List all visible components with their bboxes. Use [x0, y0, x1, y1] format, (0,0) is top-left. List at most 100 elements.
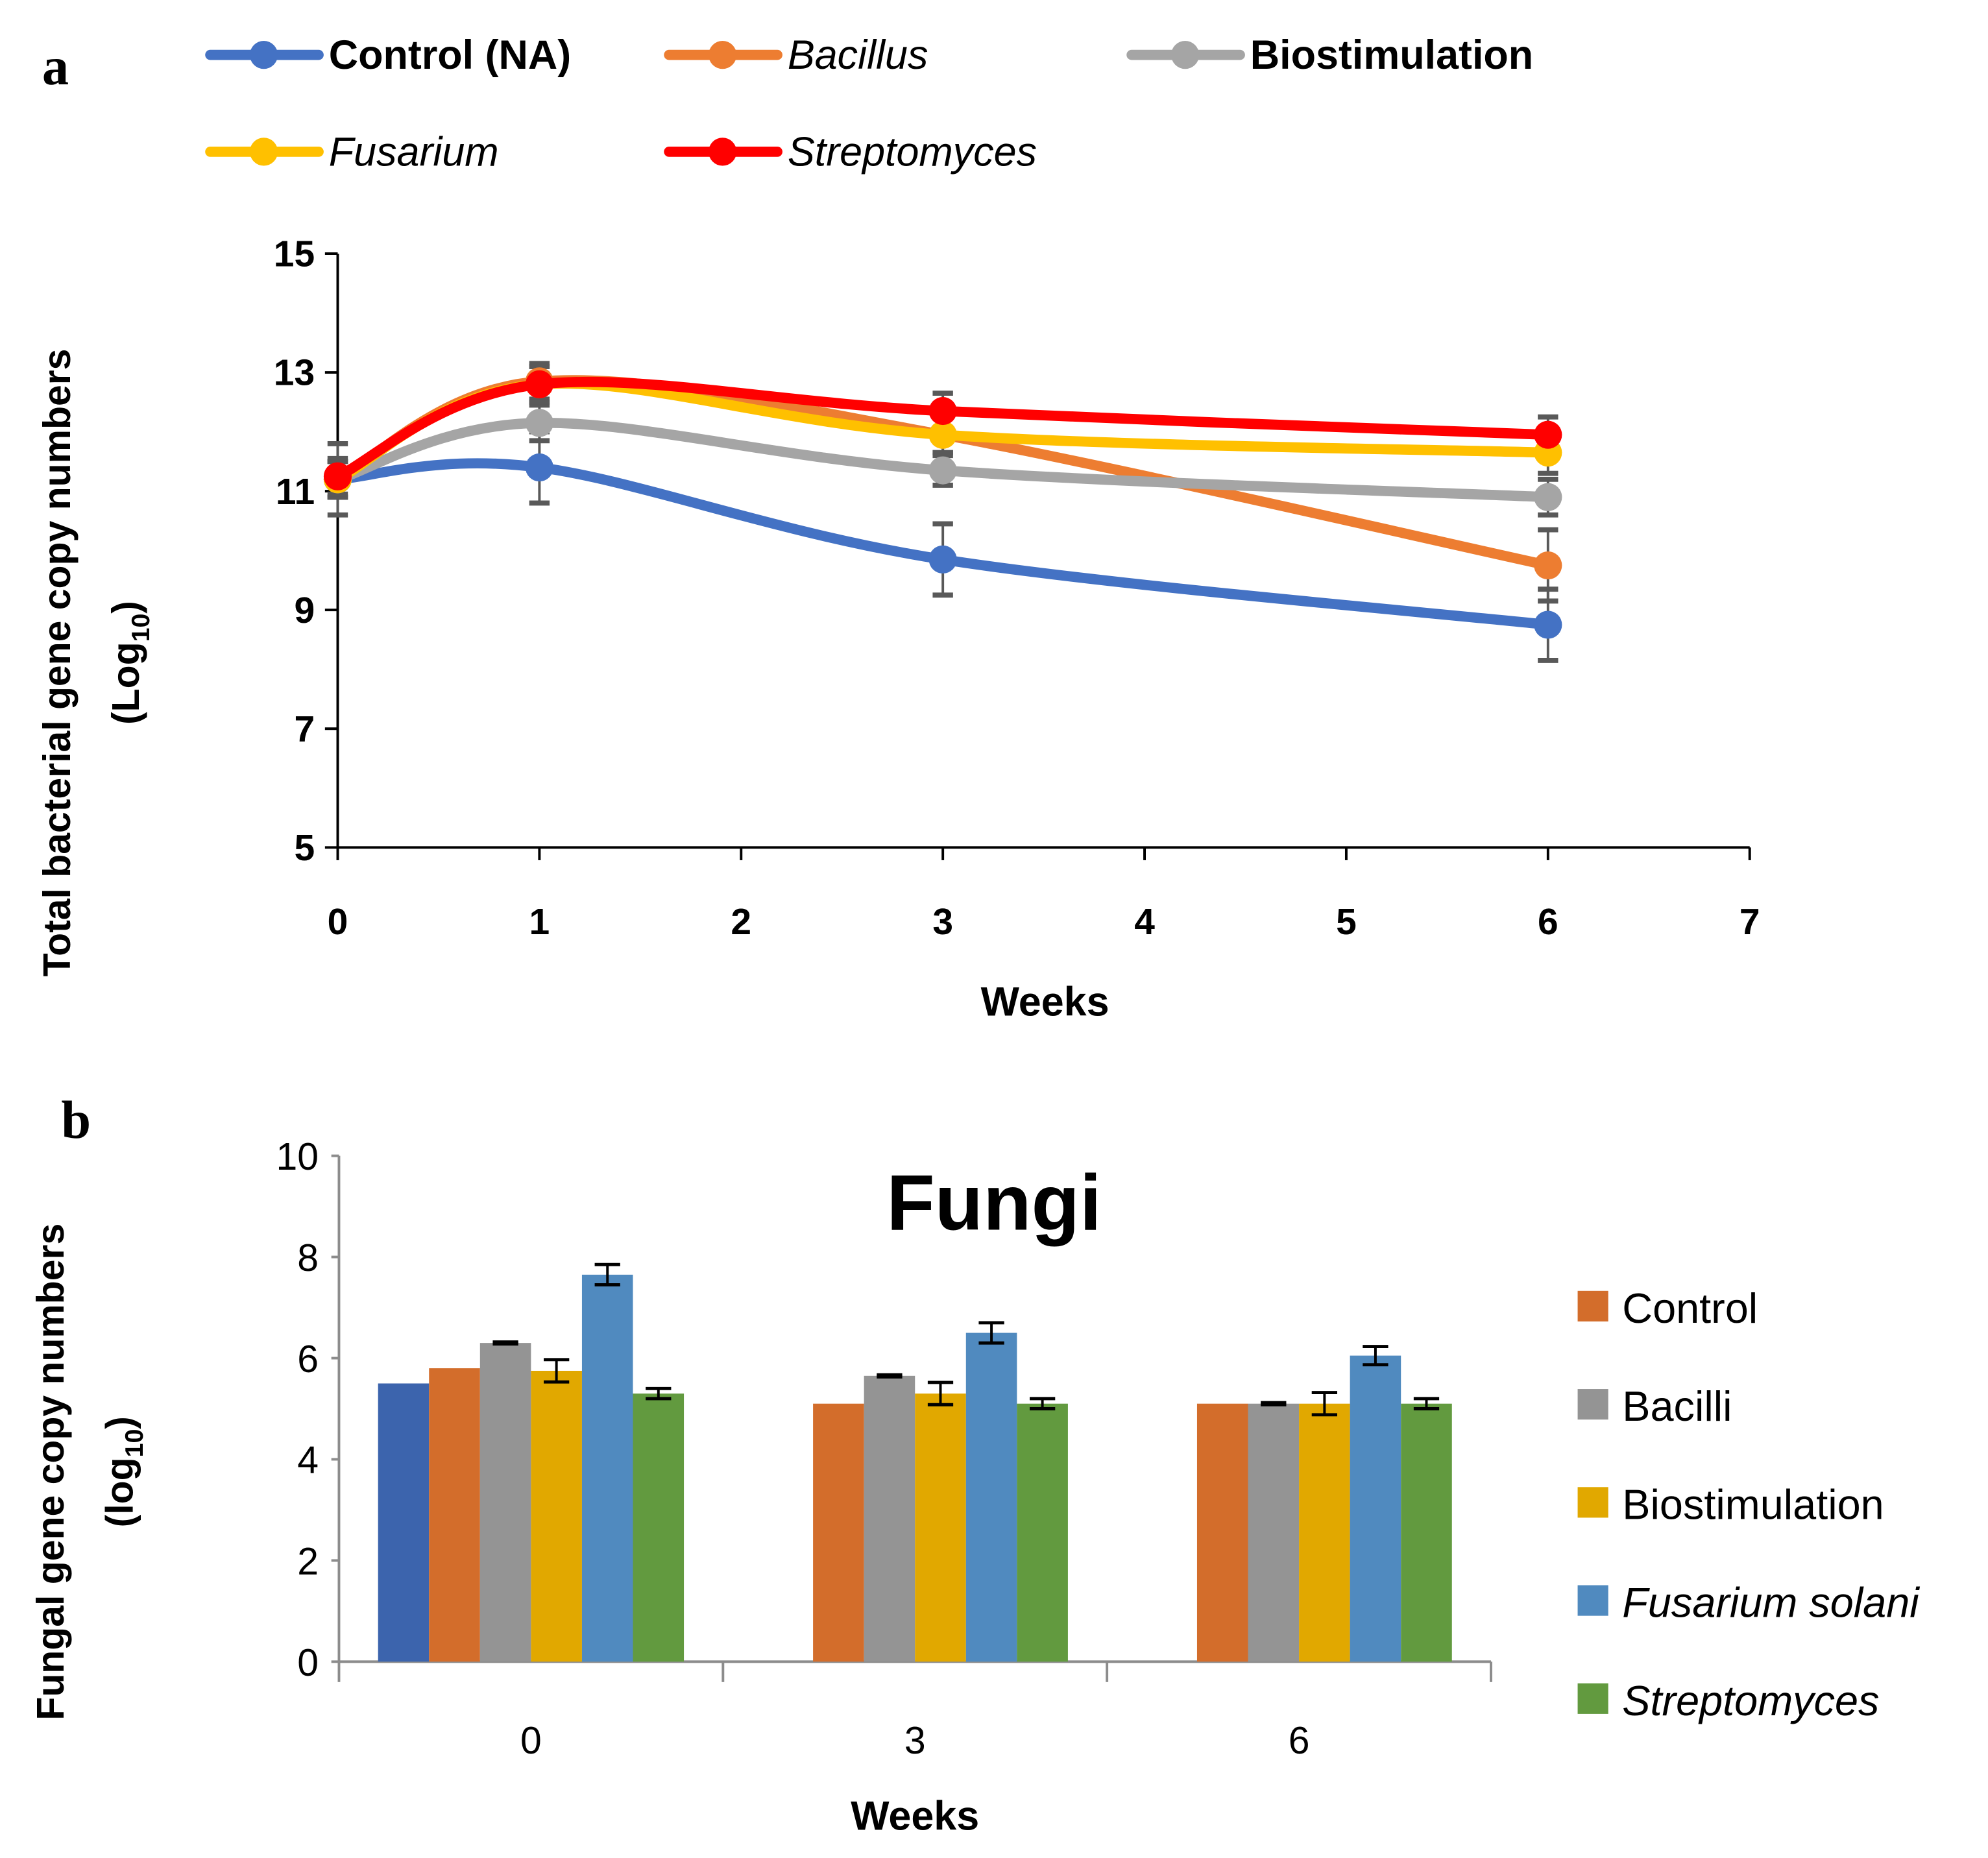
series-line [332, 376, 1553, 482]
x-axis-title-b: Weeks [851, 1794, 979, 1839]
error-bar-b [1413, 1397, 1440, 1410]
bar [915, 1394, 966, 1662]
error-bar-b [978, 1321, 1004, 1345]
y-axis-title-b: Fungal gene copy numbers (log10) [30, 1224, 149, 1720]
data-point [525, 409, 553, 437]
bar [965, 1333, 1017, 1662]
legend-label: Bacilli [1622, 1382, 1732, 1430]
data-point [928, 420, 957, 449]
x-tick-label-b: 3 [904, 1720, 926, 1762]
legend-item-b: Biostimulation [1577, 1480, 1884, 1528]
y-tick-label-a: 11 [276, 471, 315, 513]
error-bar-b [1311, 1391, 1337, 1417]
error-bar-b [1261, 1401, 1287, 1406]
legend-swatch-icon [1577, 1585, 1608, 1616]
x-tick-label-a: 5 [1336, 901, 1357, 943]
legend-item-a: Bacillus [664, 32, 928, 78]
legend-item-b: Streptomyces [1577, 1677, 1879, 1724]
x-axis-title-a: Weeks [981, 980, 1109, 1025]
x-tick-label-a: 2 [731, 901, 751, 943]
legend-item-a: Fusarium [205, 130, 499, 175]
bar [581, 1274, 633, 1662]
legend-label: Biostimulation [1250, 32, 1533, 78]
bar [479, 1343, 531, 1662]
data-point [1534, 420, 1562, 449]
legend-item-a: Biostimulation [1126, 32, 1533, 78]
legend-marker-icon [709, 41, 737, 69]
x-tick-label-a: 0 [328, 901, 348, 943]
bar [864, 1375, 915, 1662]
bar [1248, 1403, 1300, 1662]
bar [1017, 1403, 1068, 1662]
legend-marker-icon [249, 41, 278, 69]
data-point [1534, 483, 1562, 511]
x-tick-label-a: 1 [529, 901, 550, 943]
y-tick-label-a: 13 [274, 352, 315, 394]
legend-label: Streptomyces [1622, 1677, 1879, 1724]
series-streptomyces [323, 370, 1562, 490]
data-point [525, 453, 553, 482]
legend-label: Bacillus [788, 32, 928, 78]
error-bar-b [492, 1340, 518, 1346]
y-axis-title-a: Total bacterial gene copy numbers (Log10… [36, 349, 155, 977]
data-point [525, 370, 553, 398]
y-tick-label-b: 6 [297, 1338, 319, 1381]
x-tick-label-a: 4 [1134, 901, 1155, 943]
x-tick-label-b: 0 [520, 1720, 542, 1762]
legend-swatch-icon [1577, 1487, 1608, 1518]
y-tick-label-b: 10 [276, 1136, 319, 1178]
legend-label: Fusarium solani [1622, 1579, 1920, 1626]
x-tick-label-a: 6 [1538, 901, 1558, 943]
y-tick-label-b: 0 [297, 1642, 319, 1684]
y-tick-label-b: 4 [297, 1440, 319, 1482]
data-point [928, 545, 957, 573]
data-point [928, 396, 957, 426]
y-axis-title-a-line1: Total bacterial gene copy numbers [36, 349, 79, 977]
legend-swatch-icon [1577, 1290, 1608, 1321]
y-tick-label-b: 2 [297, 1541, 319, 1583]
y-tick-label-b: 8 [297, 1237, 319, 1279]
y-tick-label-a: 9 [294, 590, 315, 631]
legend-item-b: Control [1577, 1285, 1758, 1332]
data-point [323, 462, 352, 490]
error-bar-b [1363, 1345, 1388, 1367]
bar [531, 1371, 582, 1662]
series-line [332, 458, 1553, 630]
bar [1401, 1403, 1452, 1662]
bar [633, 1394, 685, 1662]
panel-label-b: b [61, 1090, 91, 1150]
legend-item-a: Control (NA) [205, 32, 571, 78]
series-line [332, 418, 1553, 503]
bar [813, 1403, 864, 1662]
plot-a: 5 7 9 11 13 15 0 1 2 3 4 5 6 7 [274, 234, 1760, 943]
bar [1196, 1403, 1248, 1662]
error-bar-b [877, 1373, 903, 1379]
y-axis-title-b-line1: Fungal gene copy numbers [30, 1224, 72, 1720]
y-axis-title-b-line2: (log10) [99, 1416, 149, 1527]
data-point [1534, 551, 1562, 580]
error-bar-b [544, 1358, 570, 1384]
data-point [928, 456, 957, 485]
data-point [1534, 610, 1562, 639]
error-bar-b [927, 1381, 954, 1406]
legend-swatch-icon [1577, 1389, 1608, 1420]
plot-b: 0 2 4 6 8 10 0 3 6 [276, 1136, 1492, 1762]
y-tick-label-a: 5 [294, 827, 315, 869]
x-tick-label-a: 7 [1740, 901, 1760, 943]
legend-item-b: Fusarium solani [1577, 1579, 1920, 1626]
legend-label: Biostimulation [1622, 1480, 1884, 1528]
legend-label: Control [1622, 1285, 1758, 1332]
error-bar-b [1029, 1397, 1056, 1410]
legend-marker-icon [709, 138, 737, 166]
legend-label: Fusarium [329, 130, 499, 175]
x-tick-label-a: 3 [932, 901, 953, 943]
legend-b: Control Bacilli Biostimulation Fusarium sol… [1577, 1285, 1920, 1724]
bar [378, 1383, 430, 1662]
legend-marker-icon [249, 138, 278, 166]
panel-label-a: a [42, 36, 69, 96]
legend-item-a: Streptomyces [664, 130, 1037, 175]
legend-marker-icon [1171, 41, 1200, 69]
bar [1299, 1403, 1350, 1662]
bar [1350, 1355, 1401, 1662]
